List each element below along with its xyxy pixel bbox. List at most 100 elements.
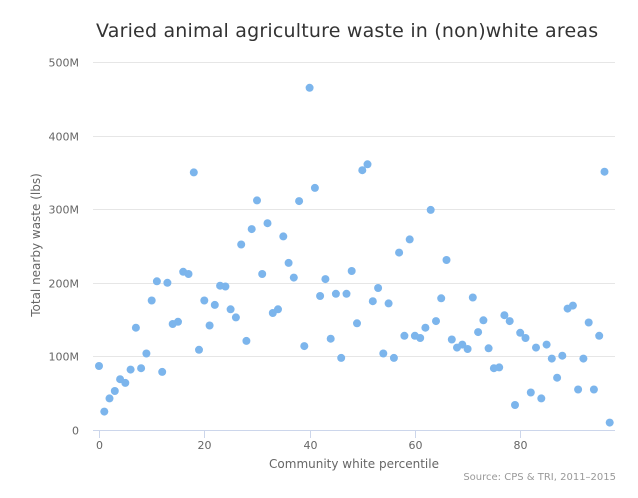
data-point[interactable]: [584, 318, 593, 327]
data-point[interactable]: [595, 331, 604, 340]
data-point[interactable]: [553, 373, 562, 382]
data-point[interactable]: [511, 401, 519, 409]
data-point[interactable]: [358, 166, 367, 175]
data-point[interactable]: [426, 205, 435, 214]
data-point[interactable]: [247, 225, 256, 234]
data-point[interactable]: [374, 284, 383, 292]
data-point[interactable]: [468, 293, 477, 302]
x-tick-label: 60: [409, 439, 423, 452]
data-point[interactable]: [589, 385, 598, 394]
data-point[interactable]: [516, 328, 525, 337]
data-point[interactable]: [221, 282, 230, 291]
data-point[interactable]: [210, 300, 219, 309]
data-point[interactable]: [321, 275, 330, 284]
data-point[interactable]: [384, 299, 393, 308]
data-point[interactable]: [142, 349, 151, 358]
data-point[interactable]: [237, 240, 246, 249]
y-tick-label: 100M: [49, 351, 80, 364]
data-point[interactable]: [458, 340, 467, 349]
data-point[interactable]: [105, 394, 114, 403]
data-point[interactable]: [95, 362, 103, 370]
data-point[interactable]: [395, 248, 404, 257]
data-point[interactable]: [400, 331, 409, 340]
data-point[interactable]: [505, 317, 514, 326]
data-point[interactable]: [184, 270, 193, 278]
data-point[interactable]: [537, 394, 546, 403]
data-point[interactable]: [231, 313, 240, 322]
data-point[interactable]: [368, 297, 377, 306]
data-point[interactable]: [547, 354, 556, 363]
data-point[interactable]: [163, 278, 172, 287]
chart-title: Varied animal agriculture waste in (non)…: [96, 20, 599, 42]
data-point[interactable]: [131, 323, 140, 332]
y-tick-label: 200M: [49, 278, 80, 291]
data-point[interactable]: [189, 168, 198, 177]
data-point[interactable]: [579, 354, 588, 363]
data-point[interactable]: [337, 353, 346, 362]
data-point[interactable]: [605, 418, 614, 427]
data-point[interactable]: [258, 270, 267, 278]
data-point[interactable]: [279, 232, 288, 241]
data-point[interactable]: [421, 323, 430, 332]
data-point[interactable]: [158, 367, 167, 376]
data-point[interactable]: [447, 335, 456, 344]
data-point[interactable]: [363, 160, 372, 169]
data-point[interactable]: [100, 407, 109, 416]
data-point[interactable]: [405, 235, 414, 244]
data-point[interactable]: [521, 334, 530, 342]
data-point[interactable]: [295, 197, 304, 206]
data-point[interactable]: [305, 83, 314, 92]
data-point[interactable]: [379, 349, 388, 358]
data-point[interactable]: [568, 301, 577, 310]
data-point[interactable]: [205, 321, 214, 330]
y-axis-title: Total nearby waste (lbs): [29, 173, 43, 318]
x-tick-label: 80: [514, 439, 528, 452]
data-point[interactable]: [126, 365, 135, 374]
data-point[interactable]: [226, 305, 235, 314]
data-point[interactable]: [152, 277, 161, 286]
data-point[interactable]: [274, 305, 282, 314]
data-point[interactable]: [331, 289, 340, 298]
data-point[interactable]: [574, 385, 583, 394]
data-point[interactable]: [326, 334, 335, 343]
data-point[interactable]: [310, 183, 319, 192]
data-point[interactable]: [147, 296, 156, 305]
data-point[interactable]: [437, 294, 446, 303]
data-point[interactable]: [558, 351, 567, 360]
data-point[interactable]: [484, 344, 493, 353]
data-point[interactable]: [121, 378, 130, 387]
data-point[interactable]: [242, 336, 251, 345]
data-point[interactable]: [600, 167, 609, 176]
data-point[interactable]: [110, 387, 119, 395]
data-point[interactable]: [542, 340, 551, 349]
data-point[interactable]: [353, 319, 361, 328]
data-point[interactable]: [284, 258, 293, 267]
data-point[interactable]: [195, 345, 203, 354]
data-point[interactable]: [526, 388, 535, 397]
data-point[interactable]: [474, 328, 483, 337]
data-point[interactable]: [253, 196, 261, 205]
y-tick-label: 300M: [49, 204, 80, 217]
y-tick-label: 400M: [49, 131, 80, 144]
data-point[interactable]: [347, 267, 356, 275]
data-point[interactable]: [442, 256, 451, 264]
data-point[interactable]: [316, 292, 325, 300]
x-tick-label: 20: [198, 439, 212, 452]
data-point[interactable]: [432, 317, 440, 326]
data-point[interactable]: [500, 311, 509, 320]
data-point[interactable]: [300, 342, 309, 351]
data-point[interactable]: [200, 296, 209, 305]
data-point[interactable]: [342, 289, 351, 298]
data-point[interactable]: [389, 353, 398, 362]
data-point[interactable]: [263, 219, 272, 228]
data-point[interactable]: [289, 273, 298, 282]
data-point[interactable]: [137, 364, 146, 373]
data-point[interactable]: [532, 343, 540, 352]
data-point[interactable]: [479, 316, 488, 325]
data-point[interactable]: [416, 334, 425, 342]
data-point[interactable]: [495, 363, 504, 372]
data-point[interactable]: [174, 317, 182, 326]
data-point[interactable]: [463, 345, 472, 353]
